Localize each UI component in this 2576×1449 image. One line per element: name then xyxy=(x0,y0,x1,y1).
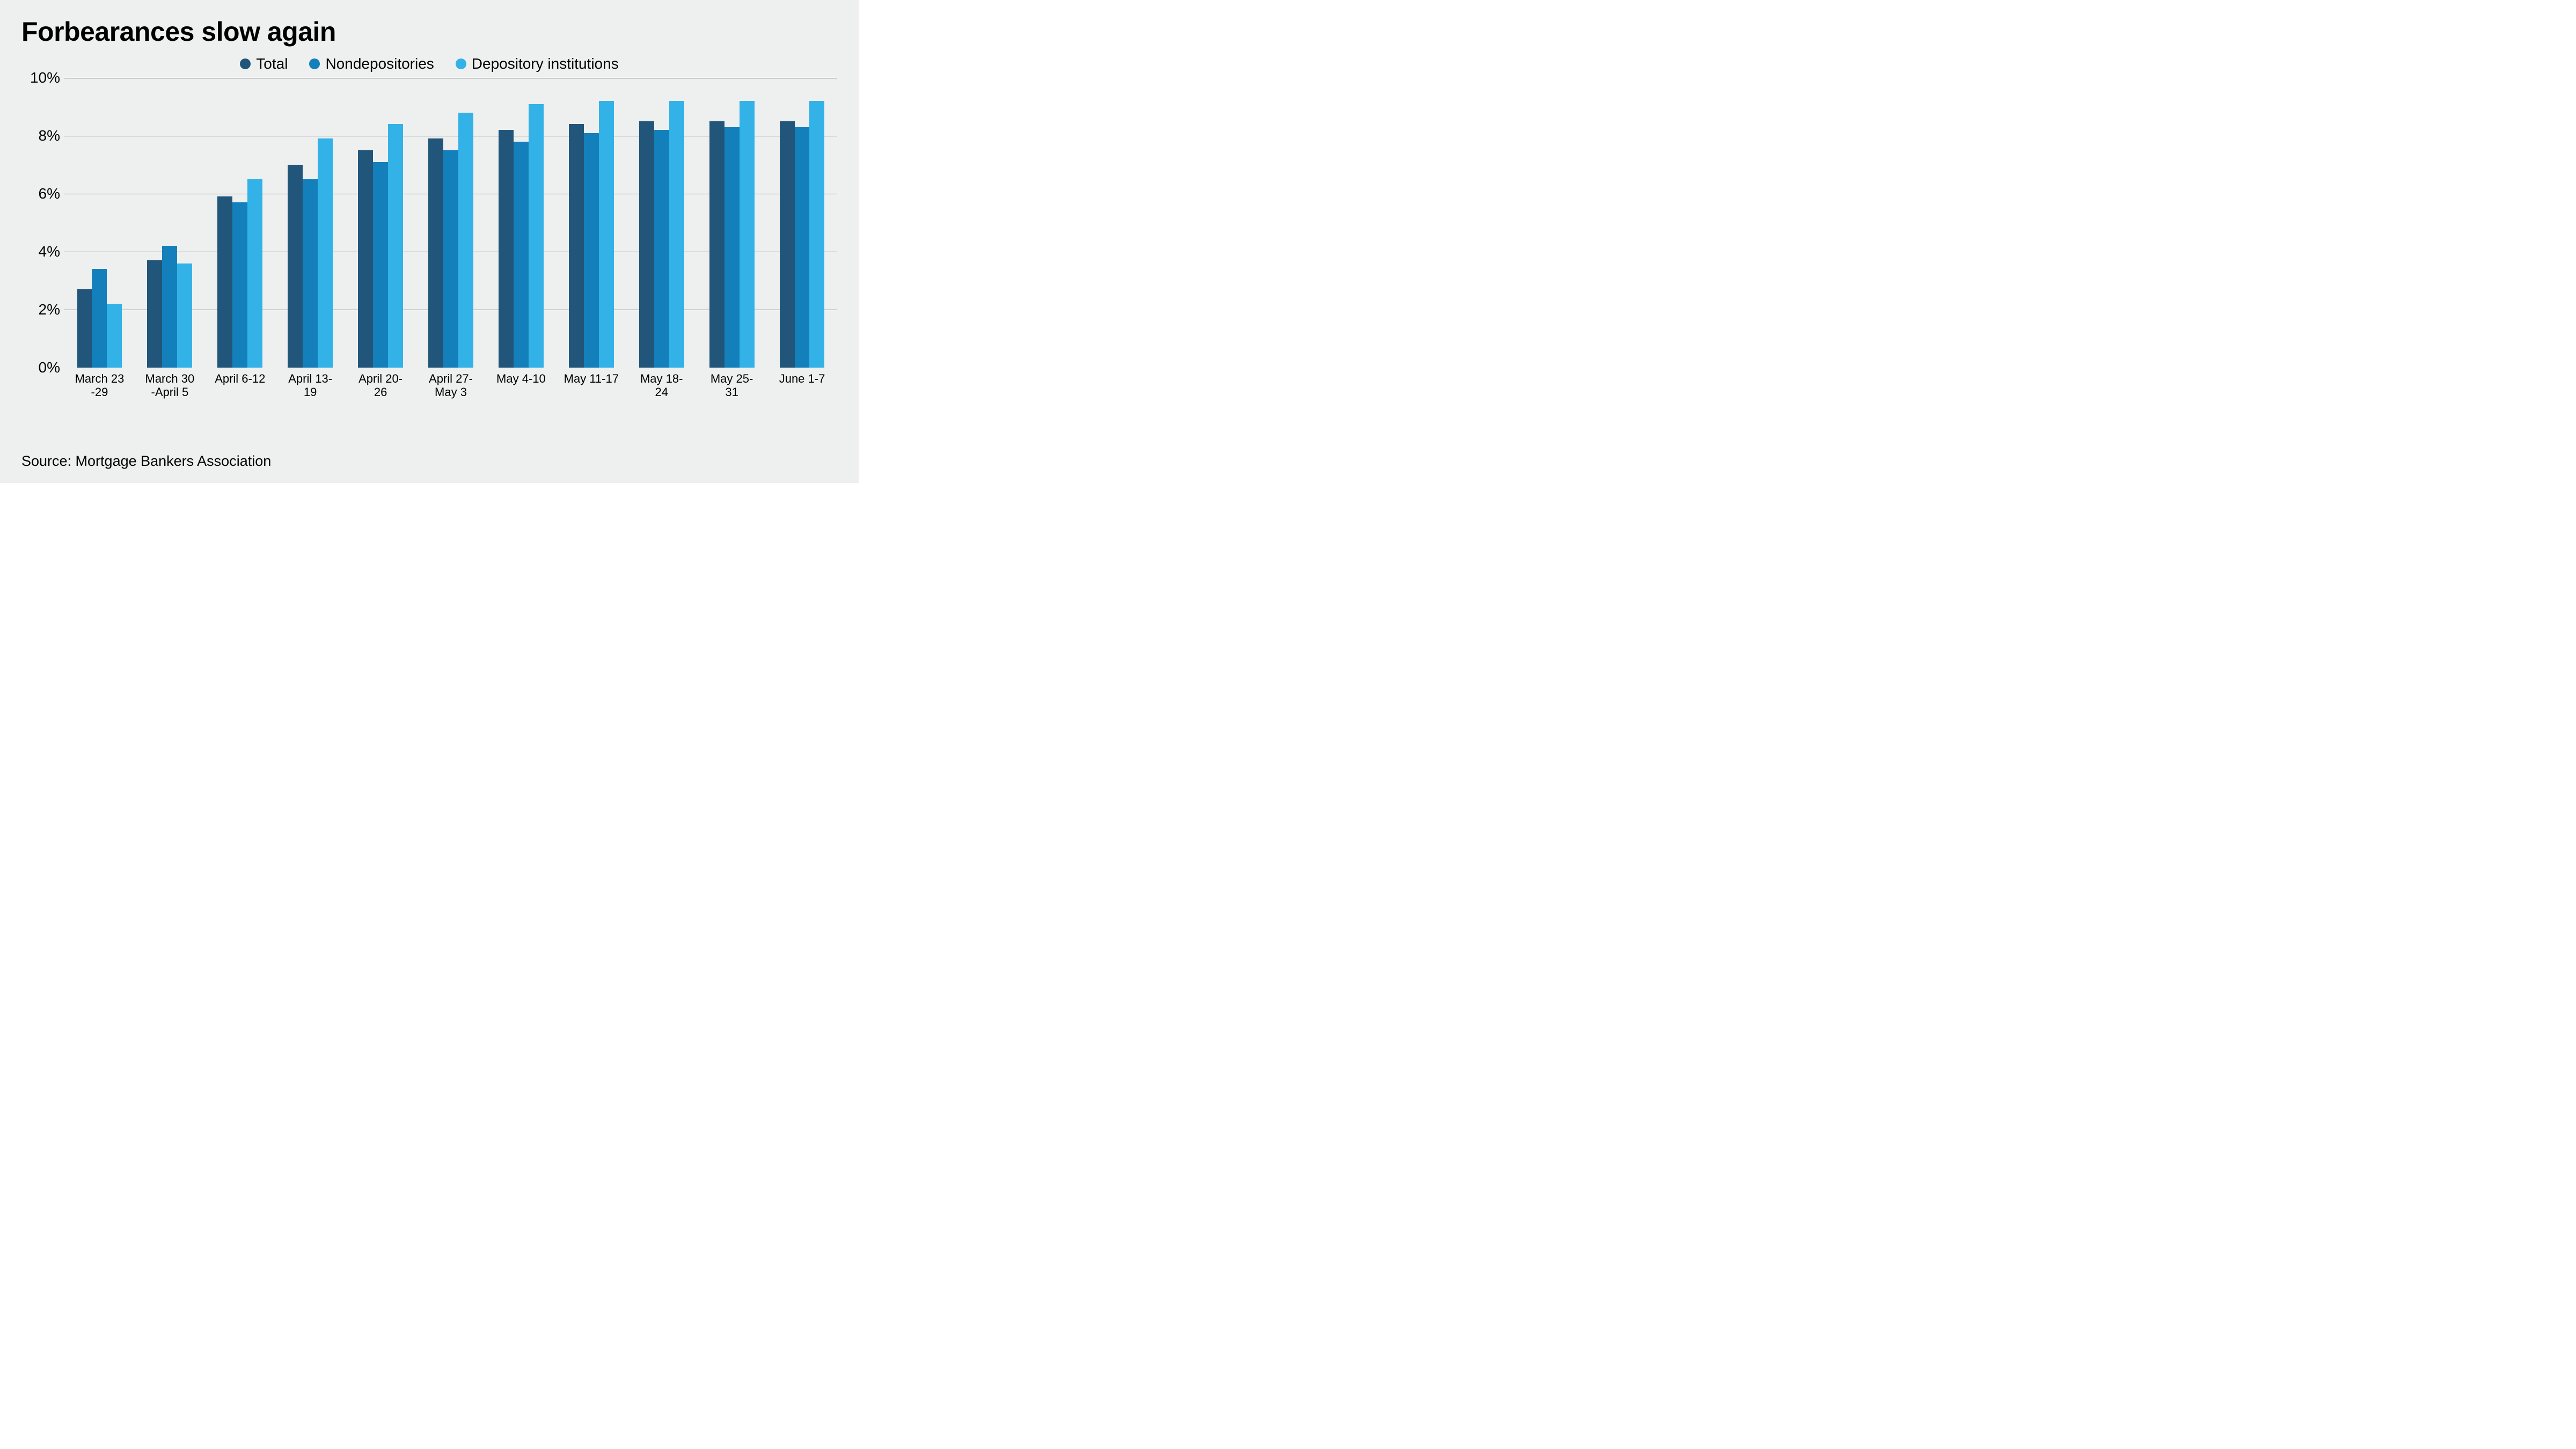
bar xyxy=(388,124,403,368)
x-axis: March 23 -29March 30 -April 5April 6-12A… xyxy=(64,372,837,409)
bar xyxy=(795,127,810,368)
x-tick-label: May 25- 31 xyxy=(697,372,767,409)
x-tick-label: May 4-10 xyxy=(486,372,556,409)
legend-item-depository: Depository institutions xyxy=(456,55,619,72)
bar-cluster xyxy=(499,104,544,368)
x-tick-label: June 1-7 xyxy=(767,372,837,409)
legend-item-nondepositories: Nondepositories xyxy=(309,55,434,72)
bar xyxy=(288,165,303,368)
x-tick-label: May 11-17 xyxy=(556,372,626,409)
bar xyxy=(599,101,614,368)
legend-label: Depository institutions xyxy=(472,55,619,72)
bar xyxy=(358,150,373,368)
chart-source: Source: Mortgage Bankers Association xyxy=(21,453,271,470)
bar xyxy=(232,202,247,368)
bar xyxy=(247,179,262,368)
y-tick-label: 0% xyxy=(39,359,60,376)
y-tick-label: 4% xyxy=(39,243,60,260)
bar xyxy=(569,124,584,368)
bar-cluster xyxy=(147,246,192,368)
bar xyxy=(318,138,333,368)
bar-cluster xyxy=(288,138,333,368)
x-tick-label: March 30 -April 5 xyxy=(135,372,205,409)
bar xyxy=(740,101,755,368)
x-tick-label: April 27- May 3 xyxy=(416,372,486,409)
bar-cluster xyxy=(639,101,684,368)
legend-item-total: Total xyxy=(240,55,288,72)
x-tick-label: April 20- 26 xyxy=(346,372,416,409)
bar-cluster xyxy=(217,179,262,368)
bar xyxy=(584,133,599,368)
bar xyxy=(669,101,684,368)
bar xyxy=(147,260,162,368)
bar xyxy=(709,121,724,368)
x-tick-label: May 18- 24 xyxy=(626,372,697,409)
legend: Total Nondepositories Depository institu… xyxy=(21,55,837,72)
chart-canvas: Forbearances slow again Total Nondeposit… xyxy=(0,0,859,483)
legend-label: Nondepositories xyxy=(325,55,434,72)
bar-cluster xyxy=(77,269,122,368)
bar xyxy=(724,127,740,368)
y-tick-label: 2% xyxy=(39,301,60,318)
x-tick-label: April 6-12 xyxy=(205,372,275,409)
bar xyxy=(373,162,388,368)
chart-title: Forbearances slow again xyxy=(21,16,837,47)
bar-cluster xyxy=(780,101,825,368)
y-tick-label: 6% xyxy=(39,185,60,202)
bar xyxy=(162,246,177,368)
bar xyxy=(499,130,514,368)
legend-dot-nondepositories xyxy=(309,58,320,69)
bar-cluster xyxy=(709,101,755,368)
y-tick-label: 8% xyxy=(39,127,60,144)
legend-dot-depository xyxy=(456,58,466,69)
bar xyxy=(77,289,92,368)
bar xyxy=(780,121,795,368)
legend-dot-total xyxy=(240,58,251,69)
bar-cluster xyxy=(428,113,473,368)
chart-area: 0%2%4%6%8%10% March 23 -29March 30 -Apri… xyxy=(21,78,837,411)
y-tick-label: 10% xyxy=(30,69,60,86)
bar xyxy=(458,113,473,368)
bar xyxy=(107,304,122,368)
y-axis: 0%2%4%6%8%10% xyxy=(21,78,64,368)
bar xyxy=(529,104,544,368)
bar xyxy=(809,101,824,368)
bar-cluster xyxy=(358,124,403,368)
bar xyxy=(217,196,232,368)
bar xyxy=(654,130,669,368)
x-tick-label: April 13- 19 xyxy=(275,372,346,409)
bar xyxy=(639,121,654,368)
legend-label: Total xyxy=(256,55,288,72)
bar xyxy=(514,142,529,368)
x-tick-label: March 23 -29 xyxy=(64,372,135,409)
bar xyxy=(177,264,192,368)
bar xyxy=(428,138,443,368)
plot-area xyxy=(64,78,837,368)
bar xyxy=(303,179,318,368)
bar xyxy=(443,150,458,368)
bar xyxy=(92,269,107,368)
bar-cluster xyxy=(569,101,614,368)
